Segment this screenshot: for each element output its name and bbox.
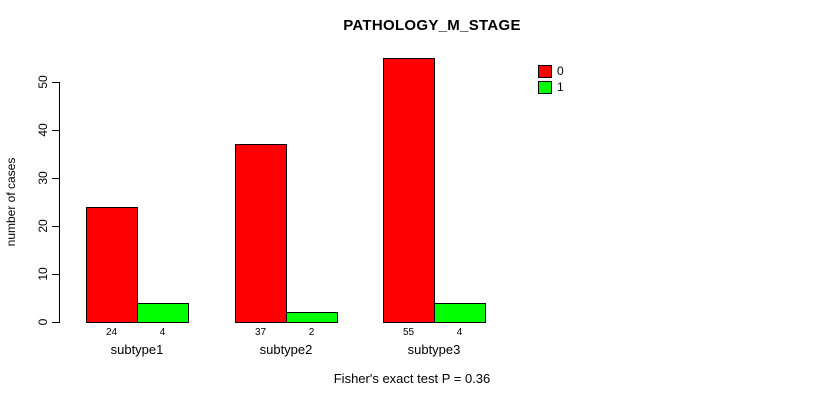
category-label-subtype2: subtype2 — [259, 342, 313, 357]
y-axis-tick — [52, 274, 59, 275]
bar-1-subtype2 — [286, 312, 338, 323]
legend-row: 0 — [538, 64, 564, 79]
y-axis-tick — [52, 130, 59, 131]
legend-label: 0 — [557, 64, 564, 78]
legend-swatch-0 — [538, 65, 552, 78]
bar-value-label: 37 — [254, 327, 267, 338]
y-axis-tick-label: 40 — [36, 123, 50, 137]
y-axis-line — [59, 82, 60, 323]
y-axis-tick-label: 50 — [36, 75, 50, 89]
category-label-subtype3: subtype3 — [407, 342, 461, 357]
bar-value-label: 2 — [308, 327, 315, 338]
legend-label: 1 — [557, 80, 564, 94]
bar-0-subtype1 — [86, 207, 138, 323]
bar-1-subtype3 — [434, 303, 486, 323]
bar-value-label: 55 — [402, 327, 415, 338]
y-axis-tick — [52, 322, 59, 323]
y-axis-tick-label: 30 — [36, 171, 50, 185]
y-axis-tick — [52, 178, 59, 179]
y-axis-label: number of cases — [4, 157, 18, 247]
bar-1-subtype1 — [137, 303, 189, 323]
bar-0-subtype3 — [383, 58, 435, 323]
chart-title: PATHOLOGY_M_STAGE — [343, 17, 521, 34]
legend-row: 1 — [538, 80, 564, 95]
y-axis-tick — [52, 226, 59, 227]
bar-value-label: 24 — [105, 327, 118, 338]
y-axis-tick — [52, 82, 59, 83]
y-axis-tick-label: 10 — [36, 267, 50, 281]
y-axis-tick-label: 20 — [36, 219, 50, 233]
y-axis-tick-label: 0 — [36, 318, 50, 326]
bar-0-subtype2 — [235, 144, 287, 323]
bar-value-label: 4 — [159, 327, 166, 338]
legend-swatch-1 — [538, 81, 552, 94]
footer-stat-text: Fisher's exact test P = 0.36 — [333, 371, 491, 386]
bar-value-label: 4 — [456, 327, 463, 338]
category-label-subtype1: subtype1 — [110, 342, 164, 357]
